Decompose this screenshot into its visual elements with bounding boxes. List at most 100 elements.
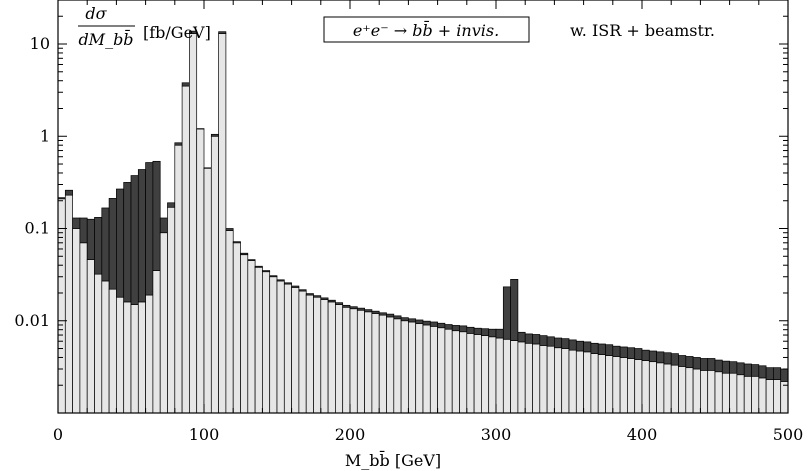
bar-dark [349, 306, 358, 310]
bar-light [488, 336, 497, 414]
bar-light [335, 304, 344, 414]
bar-light [210, 135, 219, 414]
bar-dark [262, 270, 271, 273]
bar-light [721, 372, 730, 414]
bar-dark [123, 182, 132, 303]
bar-dark [612, 345, 621, 357]
bar-dark [714, 359, 723, 373]
bar-light [437, 327, 446, 414]
bar-dark [130, 175, 139, 305]
bar-light [619, 357, 628, 414]
bar-light [765, 379, 774, 414]
bar-dark [371, 310, 380, 314]
bar-dark [575, 340, 584, 352]
bar-dark [305, 293, 314, 296]
bar-light [167, 206, 176, 414]
bar-light [181, 85, 190, 414]
bar-dark [167, 202, 176, 208]
bar-light [524, 342, 533, 414]
bar-light [758, 377, 767, 414]
bar-light [57, 198, 66, 414]
bar-dark [765, 367, 774, 380]
bar-dark [313, 295, 322, 298]
bar-light [196, 128, 205, 414]
bar-dark [444, 324, 453, 330]
bar-light [203, 167, 212, 414]
bar-dark [232, 241, 241, 244]
bar-dark [437, 322, 446, 329]
bar-light [634, 359, 643, 414]
bar-light [94, 273, 103, 414]
bar-dark [473, 327, 482, 335]
bar-dark [634, 348, 643, 360]
process-box [323, 16, 530, 43]
bar-light [189, 33, 198, 414]
bar-light [773, 379, 782, 414]
bar-light [305, 294, 314, 414]
bar-dark [729, 361, 738, 374]
x-tick-label: 400 [627, 425, 658, 444]
bar-dark [605, 344, 614, 356]
bar-dark [627, 347, 636, 359]
bar-dark [174, 142, 183, 146]
bar-light [342, 306, 351, 414]
x-tick-label: 0 [53, 425, 63, 444]
bar-light [415, 323, 424, 414]
bar-dark [459, 325, 468, 333]
bar-dark [663, 352, 672, 365]
bar-light [298, 290, 307, 414]
bar-light [473, 334, 482, 414]
bar-light [729, 372, 738, 414]
bar-dark [101, 207, 110, 282]
bar-dark [364, 309, 373, 313]
bar-light [466, 333, 475, 414]
bar-dark [481, 328, 490, 336]
bar-light [583, 351, 592, 414]
bar-dark [327, 299, 336, 303]
bar-light [532, 343, 541, 414]
bar-light [575, 350, 584, 414]
bar-dark [386, 313, 395, 318]
bar-light [393, 318, 402, 414]
bar-dark [276, 279, 285, 282]
bar-light [568, 349, 577, 414]
bar-dark [72, 217, 81, 229]
bar-light [692, 368, 701, 414]
x-tick-label: 200 [335, 425, 366, 444]
bar-dark [524, 333, 533, 344]
bar-light [554, 347, 563, 414]
process-label: e⁺e⁻ → bb̄ + invis. [353, 19, 499, 40]
bar-light [590, 353, 599, 414]
bar-light [349, 308, 358, 414]
bar-dark [590, 342, 599, 354]
bar-light [444, 328, 453, 414]
bar-dark [568, 339, 577, 351]
bar-light [123, 301, 132, 414]
bar-dark [79, 217, 88, 244]
x-tick-label: 100 [189, 425, 220, 444]
bar-dark [758, 365, 767, 379]
y-axis-ticks: 10 1 0.1 0.01 [14, 0, 788, 414]
bar-light [685, 367, 694, 414]
x-axis-label: M_bb̄ [GeV] [345, 449, 441, 470]
bar-light [707, 369, 716, 414]
bar-light [378, 314, 387, 414]
bar-dark [641, 349, 650, 361]
y-tick-label: 0.01 [14, 311, 50, 330]
bar-light [262, 271, 271, 414]
bar-light [714, 371, 723, 414]
bar-light [612, 356, 621, 414]
bar-light [276, 280, 285, 414]
bar-dark [356, 307, 365, 311]
bar-dark [408, 318, 417, 323]
bar-dark [64, 189, 73, 196]
bar-light [247, 260, 256, 414]
bar-dark [510, 279, 519, 341]
bar-dark [648, 350, 657, 363]
bar-dark [94, 217, 103, 275]
process-annotation: e⁺e⁻ → bb̄ + invis. [323, 16, 530, 43]
bar-light [459, 331, 468, 414]
bar-dark [181, 82, 190, 87]
bar-light [386, 316, 395, 414]
bar-light [254, 266, 263, 414]
